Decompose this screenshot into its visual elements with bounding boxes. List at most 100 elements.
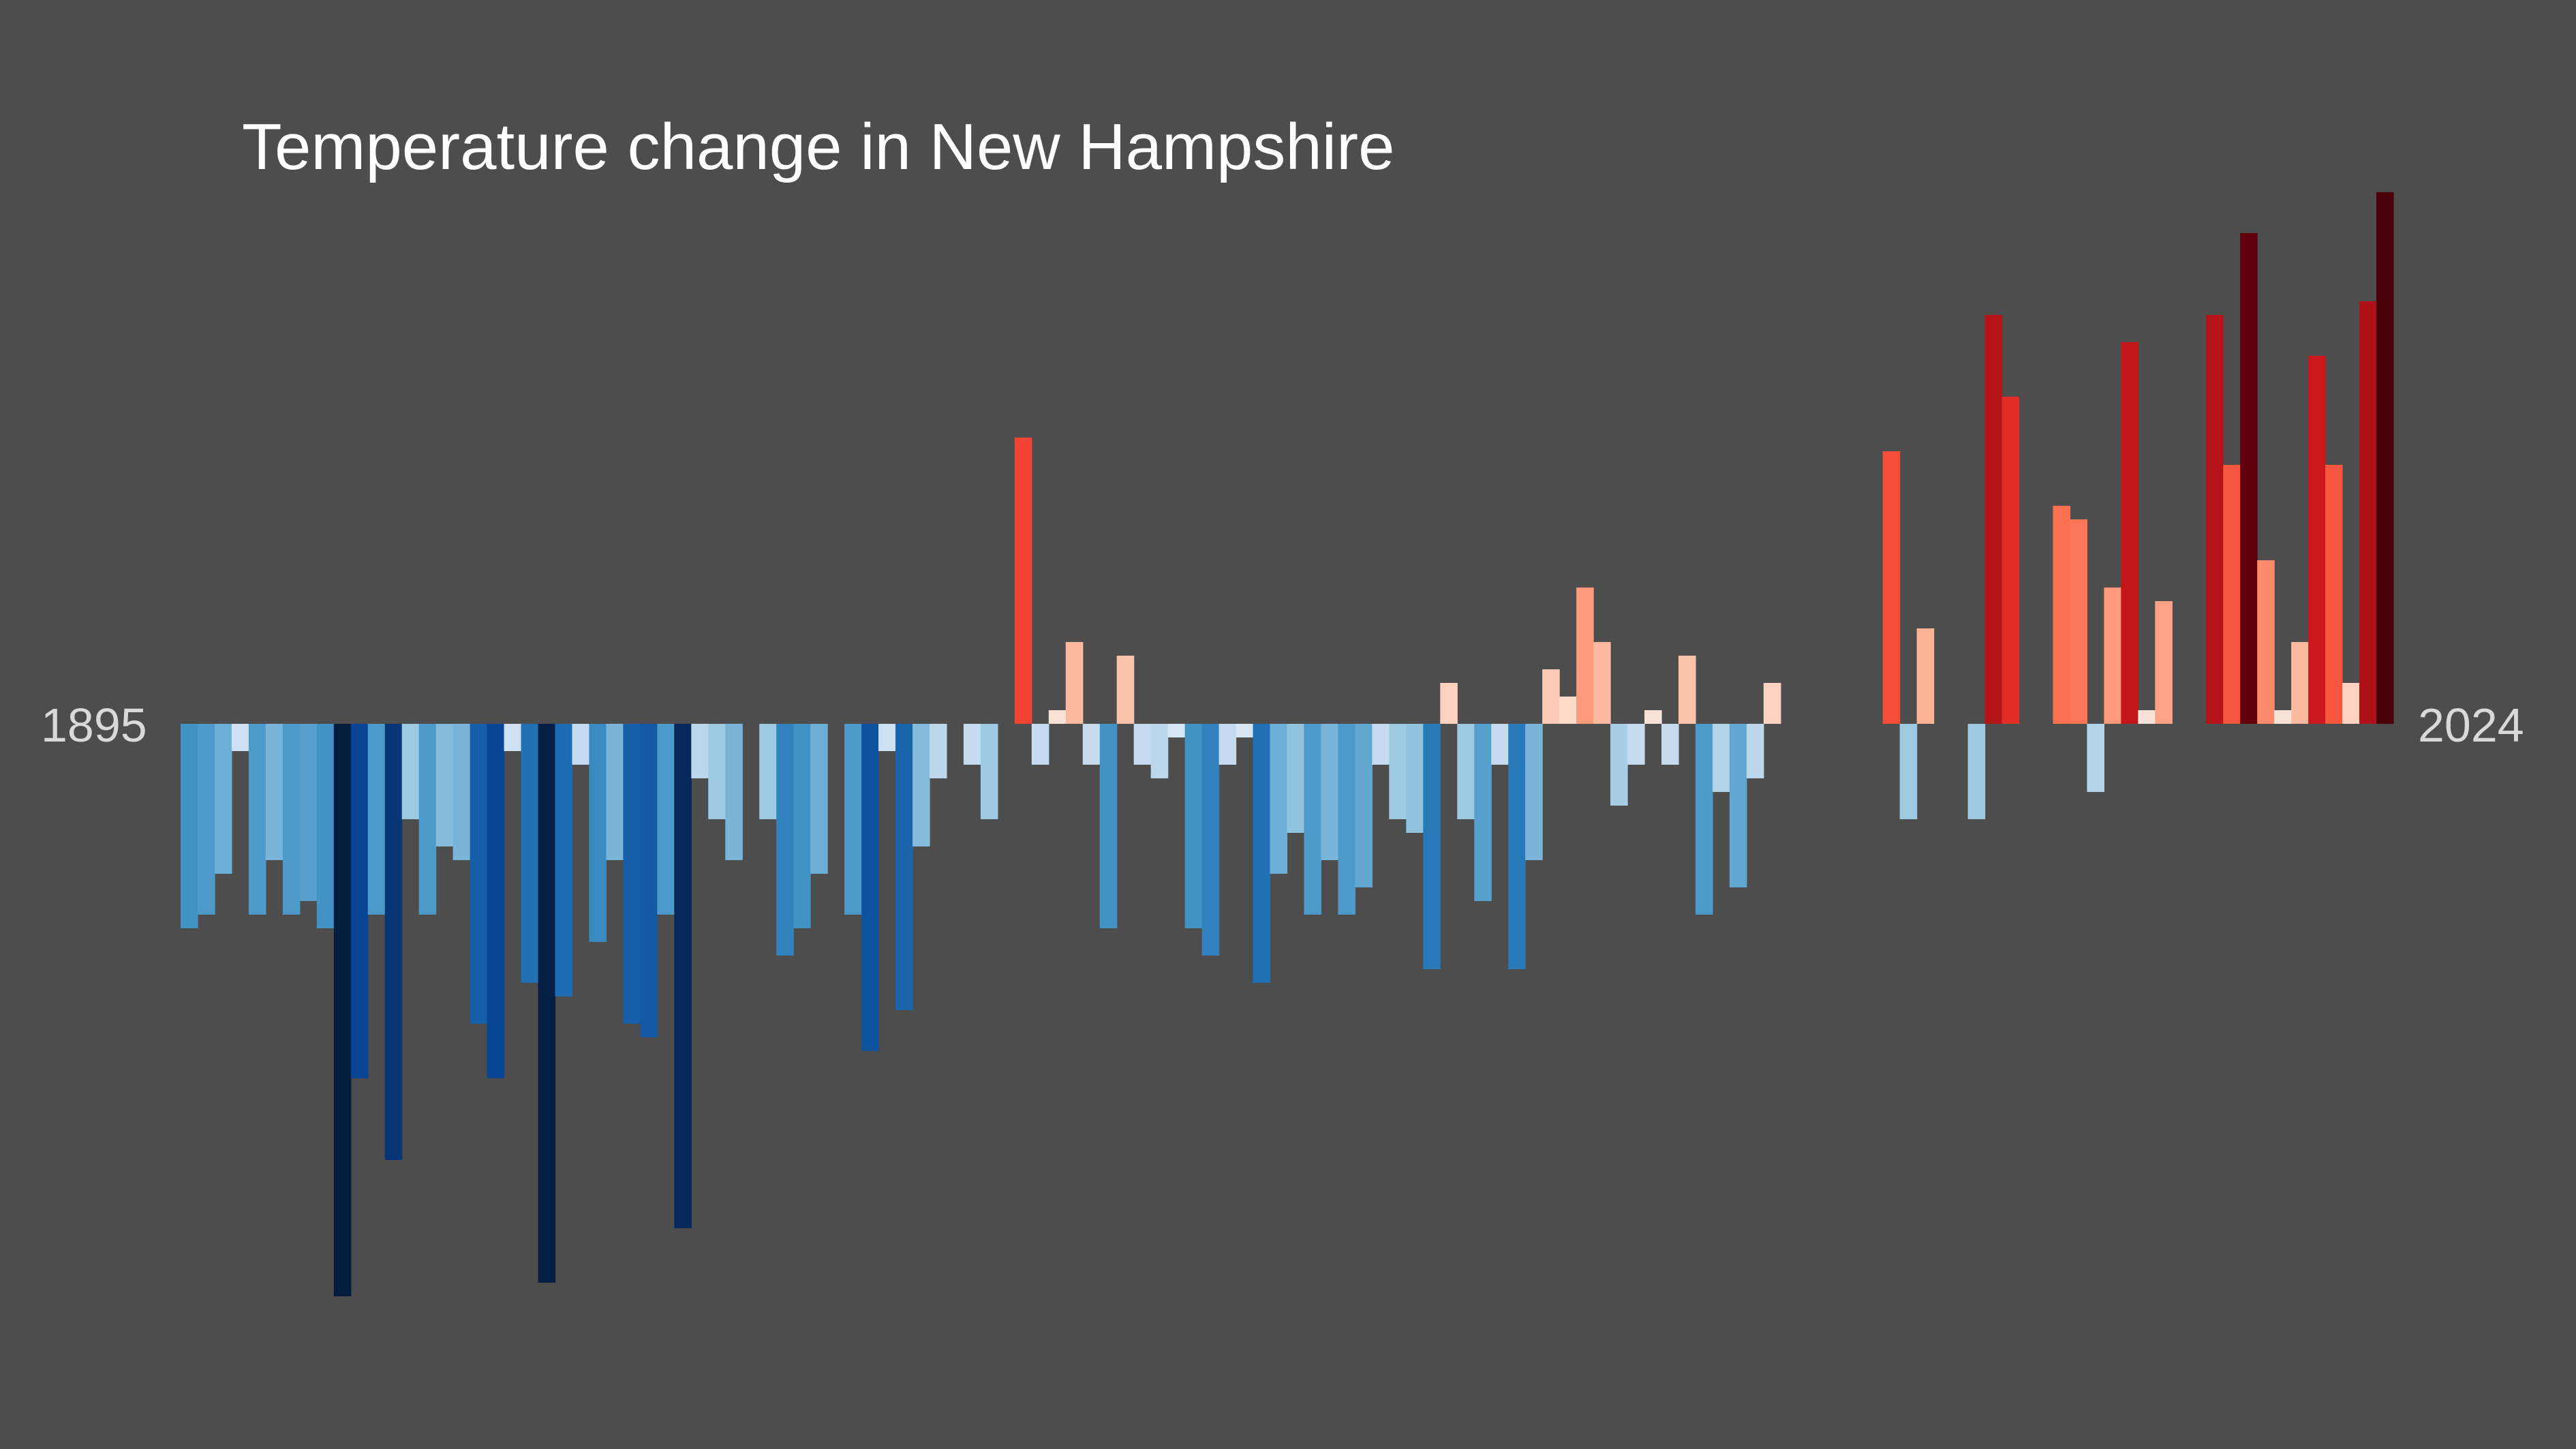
bar-1977 (1576, 588, 1594, 724)
bar-1951 (1133, 724, 1152, 765)
bar-2024 (2376, 192, 2394, 724)
bar-1950 (1116, 656, 1135, 724)
bar-1961 (1304, 724, 1322, 915)
bar-1967 (1406, 724, 1424, 833)
bar-2010 (2138, 710, 2156, 724)
bar-2015 (2223, 465, 2241, 724)
bar-1958 (1253, 724, 1271, 983)
bar-1949 (1099, 724, 1118, 928)
bar-1954 (1184, 724, 1203, 928)
bar-1899 (248, 724, 266, 915)
bar-2009 (2121, 342, 2138, 724)
bar-1897 (214, 724, 232, 874)
start-year-label: 1895 (41, 699, 147, 752)
bar-1975 (1542, 669, 1560, 724)
bar-1896 (197, 724, 215, 915)
bar-1932 (810, 724, 828, 874)
bar-1917 (555, 724, 573, 996)
bar-1957 (1236, 724, 1254, 737)
bar-1939 (929, 724, 947, 778)
bar-1905 (350, 724, 369, 1078)
bar-2007 (2087, 724, 2104, 792)
bar-2000 (1967, 724, 1986, 819)
bar-1924 (674, 724, 692, 1228)
bar-1953 (1167, 724, 1186, 737)
bar-2020 (2308, 356, 2326, 724)
bar-1942 (980, 724, 998, 819)
bar-1956 (1218, 724, 1237, 765)
bar-1925 (691, 724, 709, 778)
chart-title: Temperature change in New Hampshire (242, 110, 1394, 183)
bar-1916 (538, 724, 556, 1283)
bar-1908 (401, 724, 420, 819)
bar-1898 (231, 724, 249, 751)
bar-1981 (1644, 710, 1662, 724)
bar-1914 (504, 724, 522, 751)
bar-2014 (2206, 315, 2224, 724)
bar-1947 (1065, 642, 1084, 724)
bar-1927 (725, 724, 743, 860)
bar-1909 (418, 724, 437, 915)
bar-1976 (1559, 697, 1577, 724)
bar-1931 (793, 724, 811, 928)
bar-2005 (2053, 506, 2071, 724)
bar-2017 (2257, 560, 2275, 724)
bar-1911 (453, 724, 471, 860)
bar-2001 (1984, 315, 2003, 724)
bar-1915 (521, 724, 539, 983)
bar-2023 (2359, 301, 2377, 724)
bar-1983 (1678, 656, 1696, 724)
bar-1945 (1031, 724, 1049, 765)
bar-1906 (367, 724, 386, 915)
bar-1918 (572, 724, 590, 765)
bar-1913 (487, 724, 505, 1078)
bar-1968 (1423, 724, 1441, 969)
bar-1962 (1321, 724, 1339, 860)
bar-1966 (1389, 724, 1407, 819)
bar-1984 (1695, 724, 1713, 915)
bar-1974 (1525, 724, 1543, 860)
bar-1935 (861, 724, 879, 1051)
bar-1979 (1610, 724, 1628, 806)
bar-1936 (878, 724, 896, 751)
bar-1973 (1508, 724, 1526, 969)
bar-1929 (759, 724, 777, 819)
bar-1902 (299, 724, 318, 901)
bar-1904 (333, 724, 352, 1296)
bar-1960 (1287, 724, 1305, 833)
bar-1919 (589, 724, 607, 942)
bar-1920 (606, 724, 624, 860)
bar-1963 (1338, 724, 1356, 915)
bar-1912 (470, 724, 488, 1024)
bar-1969 (1440, 683, 1458, 724)
bar-1995 (1882, 451, 1901, 724)
bar-1941 (963, 724, 981, 765)
bar-2011 (2155, 601, 2173, 724)
bar-1907 (384, 724, 403, 1160)
bar-1930 (776, 724, 794, 956)
bar-1996 (1899, 724, 1918, 819)
bar-1987 (1746, 724, 1764, 778)
bar-1980 (1627, 724, 1645, 765)
bar-1959 (1270, 724, 1288, 874)
bar-1937 (895, 724, 913, 1010)
end-year-label: 2024 (2418, 699, 2524, 752)
bar-1948 (1082, 724, 1101, 765)
bar-2021 (2325, 465, 2343, 724)
bar-1965 (1372, 724, 1390, 765)
bar-1970 (1457, 724, 1475, 819)
bar-2002 (2002, 397, 2020, 724)
bar-1922 (640, 724, 658, 1037)
bar-1921 (623, 724, 641, 1024)
bar-1895 (181, 724, 198, 928)
bars-group (181, 192, 2394, 1296)
bar-1946 (1048, 710, 1067, 724)
bar-1910 (435, 724, 454, 846)
bar-1971 (1474, 724, 1492, 901)
bar-1955 (1201, 724, 1220, 956)
bar-2019 (2291, 642, 2309, 724)
bar-1900 (265, 724, 283, 860)
bar-2008 (2104, 588, 2121, 724)
bar-2016 (2240, 233, 2258, 724)
